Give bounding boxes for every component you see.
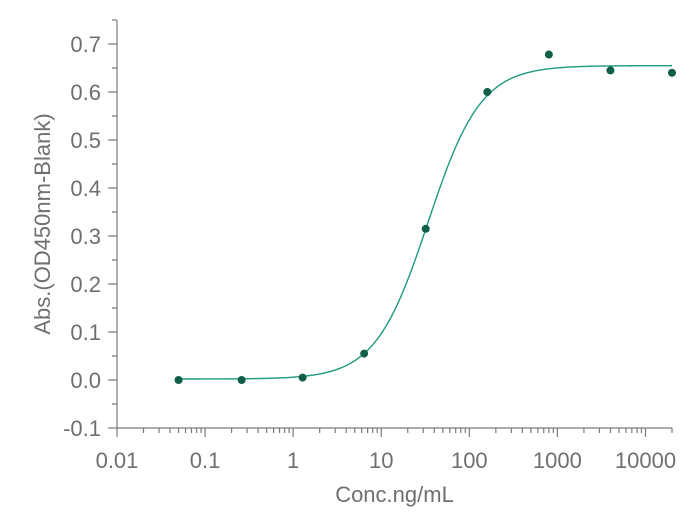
ticks: 0.01 0.1 1 10 100 1000 10000 -0.1 0.0 0.1 0.2 0.3 0.… <box>63 19 676 473</box>
y-tick-label: 0.3 <box>70 224 101 249</box>
y-tick-label: 0.6 <box>70 80 101 105</box>
y-tick-label: 0.0 <box>70 368 101 393</box>
x-tick-label: 1000 <box>533 448 582 473</box>
data-point <box>298 373 307 382</box>
x-axis-title: Conc.ng/mL <box>335 482 454 507</box>
data-point <box>483 88 492 96</box>
x-tick-label: 100 <box>451 448 488 473</box>
x-tick-label: 0.01 <box>96 448 139 473</box>
y-tick-label: 0.7 <box>70 32 101 57</box>
x-tick-label: 10000 <box>615 448 676 473</box>
data-point <box>174 376 183 384</box>
y-tick-label: 0.4 <box>70 176 101 201</box>
x-tick-label: 10 <box>369 448 393 473</box>
fit-curve <box>178 64 672 380</box>
y-tick-label: -0.1 <box>63 416 101 441</box>
data-point <box>360 349 369 358</box>
data-point <box>421 224 430 233</box>
x-tick-label: 0.1 <box>190 448 221 473</box>
axes <box>116 20 672 429</box>
data-points <box>174 50 676 384</box>
data-point <box>544 50 553 59</box>
y-axis-title: Abs.(OD450nm-Blank) <box>30 113 55 334</box>
data-point <box>668 68 676 77</box>
y-tick-label: 0.1 <box>70 320 101 345</box>
y-tick-label: 0.5 <box>70 128 101 153</box>
y-tick-label: 0.2 <box>70 272 101 297</box>
data-point <box>606 66 615 75</box>
data-point <box>237 376 246 384</box>
x-tick-label: 1 <box>287 448 299 473</box>
fit-curve-layer <box>178 64 672 380</box>
